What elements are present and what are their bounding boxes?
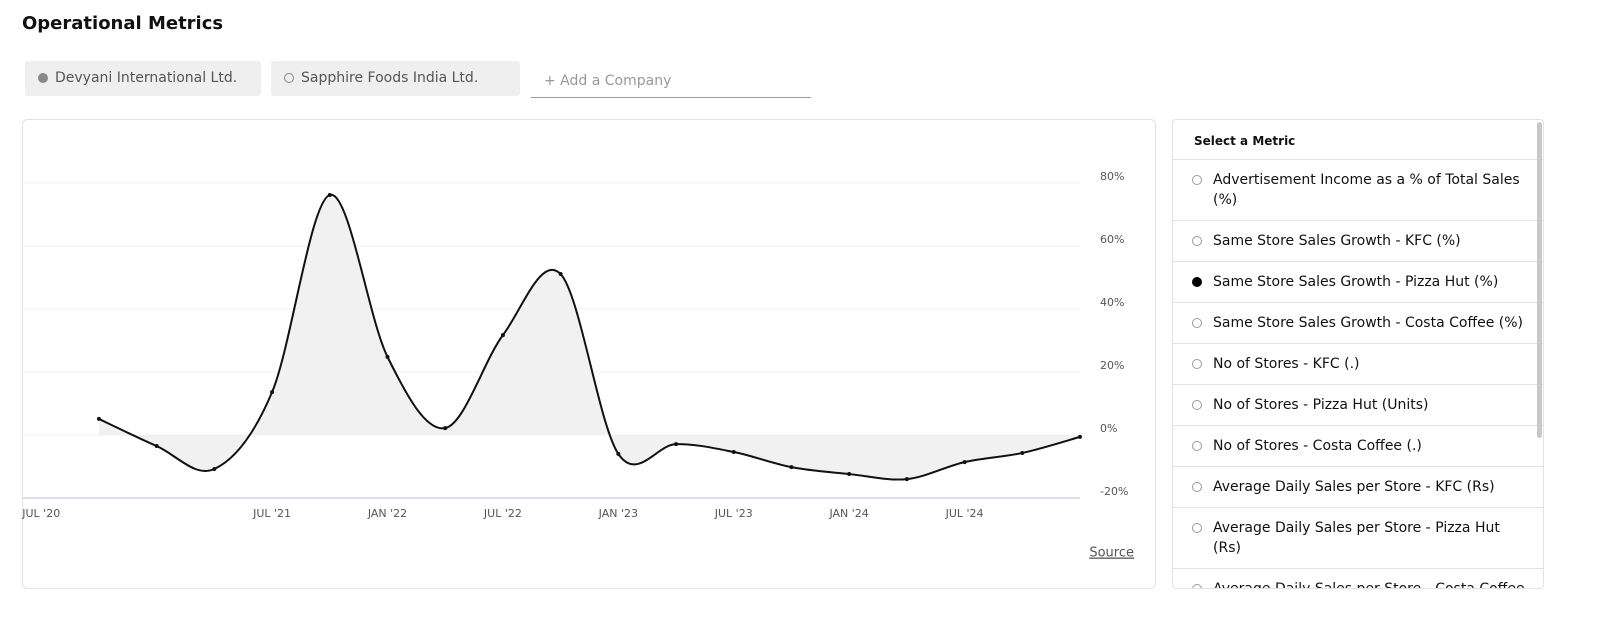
chart: Source -20% 0% 20% 40% 60% 80% JUL '20 JUL '21 J… — [21, 119, 1156, 589]
radio — [1192, 482, 1202, 492]
metric-option[interactable]: No of Stores - KFC (.) — [1173, 344, 1543, 385]
point — [789, 465, 794, 470]
x-tick-label: JUL '22 — [483, 507, 522, 520]
page-title: Operational Metrics — [22, 13, 224, 34]
point — [962, 460, 967, 465]
company-dot — [284, 73, 294, 83]
radio — [1192, 523, 1202, 533]
radio — [1192, 584, 1202, 588]
metric-label: Average Daily Sales per Store - Pizza Hu… — [1213, 520, 1500, 556]
radio — [1192, 318, 1202, 328]
metric-label: Average Daily Sales per Store - KFC (Rs) — [1213, 479, 1495, 495]
metric-label: No of Stores - Costa Coffee (.) — [1213, 438, 1422, 454]
metric-label: Same Store Sales Growth - KFC (%) — [1213, 233, 1461, 249]
add-company-input[interactable]: + Add a Company — [531, 62, 811, 98]
point — [904, 477, 909, 482]
point — [1020, 450, 1025, 455]
x-tick-label: JUL '23 — [714, 507, 753, 520]
radio — [1192, 236, 1202, 246]
metric-option[interactable]: Average Daily Sales per Store - Costa Co… — [1173, 569, 1543, 589]
chart-frame — [22, 119, 1156, 589]
point — [1078, 434, 1082, 439]
metric-option[interactable]: Average Daily Sales per Store - KFC (Rs) — [1173, 467, 1543, 508]
radio — [1192, 277, 1202, 287]
point — [327, 192, 332, 197]
y-tick-label: 80% — [1100, 170, 1124, 183]
metric-label: Same Store Sales Growth - Pizza Hut (%) — [1213, 274, 1499, 290]
scrollbar[interactable] — [1537, 122, 1542, 438]
y-tick-label: 60% — [1100, 233, 1124, 246]
metric-panel: Select a Metric Advertisement Income as … — [1172, 119, 1544, 589]
panel-title: Select a Metric — [1173, 120, 1543, 160]
point — [731, 450, 736, 455]
x-tick-label: JAN '22 — [367, 507, 407, 520]
radio — [1192, 175, 1202, 185]
metric-option[interactable]: Same Store Sales Growth - KFC (%) — [1173, 221, 1543, 262]
x-tick-label: JAN '23 — [598, 507, 638, 520]
x-tick-label: JUL '21 — [252, 507, 291, 520]
point — [443, 426, 448, 431]
source-link[interactable]: Source — [1089, 546, 1134, 561]
point — [674, 442, 679, 447]
metric-label: Same Store Sales Growth - Costa Coffee (… — [1213, 315, 1524, 331]
y-tick-label: 20% — [1100, 359, 1124, 372]
company-chip[interactable]: Sapphire Foods India Ltd. — [271, 61, 520, 96]
point — [212, 467, 217, 472]
metric-label: No of Stores - KFC (.) — [1213, 356, 1360, 372]
area — [98, 194, 1081, 480]
y-tick-label: 0% — [1100, 422, 1117, 435]
point — [500, 333, 505, 338]
point — [558, 272, 563, 277]
metric-option[interactable]: Same Store Sales Growth - Costa Coffee (… — [1173, 303, 1543, 344]
metric-option[interactable]: No of Stores - Costa Coffee (.) — [1173, 426, 1543, 467]
point — [847, 472, 852, 477]
point — [270, 390, 275, 395]
point — [616, 451, 621, 456]
company-name: Sapphire Foods India Ltd. — [301, 70, 479, 86]
point — [96, 416, 101, 421]
company-name: Devyani International Ltd. — [55, 70, 238, 86]
company-dot — [38, 73, 48, 83]
metric-label: Average Daily Sales per Store - Costa Co… — [1213, 581, 1525, 589]
radio — [1192, 400, 1202, 410]
metric-label: Advertisement Income as a % of Total Sal… — [1213, 172, 1520, 208]
x-tick-label: JAN '24 — [828, 507, 868, 520]
metric-label: No of Stores - Pizza Hut (Units) — [1213, 397, 1429, 413]
metric-list: Advertisement Income as a % of Total Sal… — [1173, 160, 1543, 589]
metric-option[interactable]: Same Store Sales Growth - Pizza Hut (%) — [1173, 262, 1543, 303]
point — [385, 354, 390, 359]
company-chip[interactable]: Devyani International Ltd. — [25, 61, 261, 96]
x-tick-label: JUL '20 — [21, 507, 60, 520]
y-tick-label: -20% — [1100, 485, 1128, 498]
metric-option[interactable]: Average Daily Sales per Store - Pizza Hu… — [1173, 508, 1543, 569]
x-tick-label: JUL '24 — [945, 507, 984, 520]
metric-option[interactable]: No of Stores - Pizza Hut (Units) — [1173, 385, 1543, 426]
radio — [1192, 441, 1202, 451]
radio — [1192, 359, 1202, 369]
metric-option[interactable]: Advertisement Income as a % of Total Sal… — [1173, 160, 1543, 221]
point — [154, 444, 159, 449]
y-tick-label: 40% — [1100, 296, 1124, 309]
